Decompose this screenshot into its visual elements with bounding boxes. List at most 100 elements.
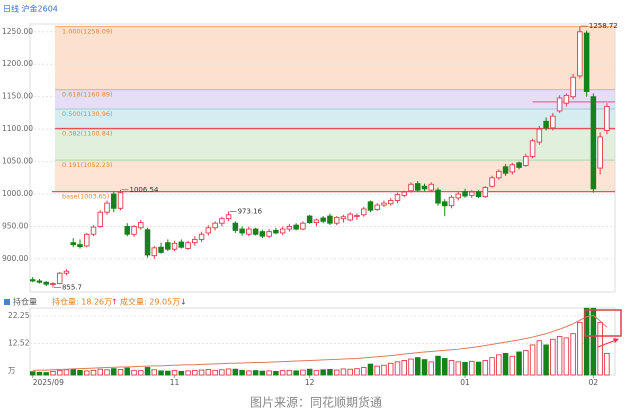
candle-body (401, 191, 407, 196)
volume-bar (516, 351, 522, 376)
candle-body (306, 215, 313, 224)
volume-bar (97, 368, 104, 376)
fib-label: 0.191(1052.23) (62, 161, 113, 169)
readout: 持仓量: 18.26万 (52, 297, 112, 307)
volume-bar (340, 368, 347, 376)
candle-body (138, 222, 144, 229)
volume-bar (482, 360, 489, 376)
volume-bar (63, 369, 70, 376)
volume-bar (435, 355, 441, 376)
volume-bar (496, 354, 502, 376)
candle-body (293, 224, 299, 230)
candle-body (462, 190, 468, 197)
candle-body (482, 187, 489, 198)
candle-body (475, 191, 482, 198)
volume-bar (360, 367, 367, 376)
volume-bar (529, 344, 536, 376)
candle-body (536, 128, 543, 143)
fib-label: 0.500(1130.96) (62, 110, 113, 118)
candle-body (36, 280, 43, 283)
volume-bar (212, 369, 218, 376)
candle-body (469, 191, 475, 196)
volume-bar (246, 370, 252, 376)
volume-bar (401, 360, 407, 376)
candle-body (313, 219, 320, 224)
volume-bar (36, 371, 43, 376)
readout-arrow: ↓ (180, 298, 187, 307)
volume-bar (293, 370, 299, 376)
y-tick-label: 1250.00 (2, 27, 33, 36)
y-tick-label: 1150.00 (2, 92, 33, 101)
volume-bar (90, 369, 97, 376)
volume-bar (523, 350, 529, 376)
candle-body (367, 201, 374, 211)
open-interest-line (32, 314, 608, 371)
volume-bar (502, 352, 509, 376)
volume-bar (56, 369, 63, 376)
volume-bar (124, 367, 131, 376)
candle-body (171, 242, 178, 250)
volume-bar (273, 371, 279, 376)
volume-bar (387, 362, 394, 376)
volume-bar (536, 340, 543, 376)
annotation: 973.16 (238, 207, 263, 215)
volume-bar (421, 359, 428, 376)
annotation: 1006.54 (130, 186, 159, 194)
annotation: 1258.72 (589, 22, 618, 30)
candle-body (448, 196, 455, 207)
candle-body (117, 192, 124, 209)
volume-bar (300, 369, 306, 376)
candle-body (111, 193, 117, 209)
fib-band (55, 26, 615, 90)
volume-bar (543, 344, 549, 376)
volume-bar (570, 333, 576, 376)
candle-body (597, 136, 603, 169)
volume-bar (252, 370, 259, 376)
candle-body (563, 94, 570, 104)
candle-body (577, 31, 583, 77)
volume-bar (408, 358, 414, 376)
x-tick-label: 02 (589, 378, 599, 387)
candle-body (97, 211, 104, 227)
candle-body (29, 279, 36, 282)
candle-body (394, 194, 401, 201)
volume-bar (77, 369, 83, 376)
fib-label: 0.382(1100.84) (62, 130, 113, 138)
volume-bar (333, 369, 340, 376)
fib-label: 0.618(1160.89) (62, 91, 113, 99)
candle-body (550, 115, 556, 129)
candle-body (529, 140, 536, 157)
candle-body (509, 164, 516, 173)
volume-bar (117, 369, 124, 376)
candle-body (77, 244, 83, 248)
volume-bar (428, 361, 435, 376)
candle-body (104, 202, 110, 213)
x-tick-label: 12 (305, 378, 315, 387)
plot-frame (29, 23, 616, 293)
volume-bar (381, 364, 387, 376)
candle-body (198, 233, 205, 240)
volume-bar (151, 369, 158, 376)
candle-body (604, 105, 610, 131)
highlight-arrowhead (613, 338, 619, 343)
candle-body (83, 233, 90, 247)
candle-body (192, 238, 198, 244)
candle-body (43, 281, 49, 285)
candle-body (279, 228, 286, 234)
volume-bar (597, 321, 603, 376)
volume-bar (205, 369, 212, 376)
volume-bar (550, 338, 556, 376)
y-tick-label: 950.00 (2, 221, 28, 230)
y-tick-label: 1100.00 (2, 124, 33, 133)
volume-bar (604, 352, 610, 376)
volume-bar (192, 369, 198, 376)
candle-body (131, 226, 137, 235)
volume-bar (43, 372, 49, 376)
highlight-box (584, 309, 622, 337)
candle-body (523, 155, 529, 166)
candle-body (124, 226, 131, 235)
y-tick-label: 22.25 (8, 311, 30, 320)
volume-bar (448, 360, 455, 376)
volume-bar (313, 369, 320, 376)
